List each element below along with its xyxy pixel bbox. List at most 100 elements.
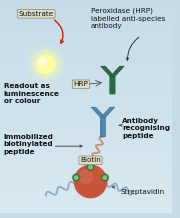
FancyBboxPatch shape (100, 117, 106, 137)
Polygon shape (101, 66, 115, 77)
Bar (0, 203, 172, 204)
Circle shape (39, 58, 47, 65)
Bar (0, 17, 172, 19)
Bar (0, 176, 172, 177)
Bar (0, 90, 172, 91)
Bar (0, 39, 172, 40)
Bar (0, 192, 172, 193)
Bar (0, 196, 172, 197)
Bar (0, 171, 172, 172)
Bar (0, 175, 172, 176)
Bar (0, 151, 172, 152)
Bar (0, 10, 172, 11)
Bar (0, 150, 172, 151)
Bar (0, 207, 172, 208)
Bar (0, 182, 172, 183)
Bar (0, 44, 172, 45)
Bar (0, 133, 172, 134)
Bar (0, 7, 172, 8)
Bar (0, 169, 172, 170)
Bar (0, 37, 172, 39)
Text: HRP: HRP (74, 81, 88, 87)
Bar (0, 29, 172, 30)
Bar (0, 190, 172, 191)
Bar (0, 134, 172, 135)
Bar (0, 152, 172, 153)
Bar (0, 89, 172, 90)
Polygon shape (91, 107, 105, 118)
Bar (0, 160, 172, 161)
Bar (0, 112, 172, 113)
Text: Substrate: Substrate (19, 11, 54, 17)
Bar (0, 6, 172, 7)
Bar (0, 148, 172, 149)
Bar (0, 147, 172, 148)
Bar (0, 142, 172, 143)
Bar (0, 161, 172, 162)
Bar (0, 143, 172, 144)
Bar (0, 85, 172, 86)
Bar (0, 66, 172, 67)
FancyArrowPatch shape (126, 37, 139, 60)
Bar (0, 83, 172, 84)
FancyArrowPatch shape (55, 20, 63, 43)
Bar (0, 189, 172, 190)
Circle shape (37, 56, 54, 73)
Bar (0, 87, 172, 88)
Bar (0, 157, 172, 158)
Bar (0, 26, 172, 27)
Bar (0, 202, 172, 203)
Bar (0, 65, 172, 66)
Bar (0, 22, 172, 23)
Bar (0, 108, 172, 109)
Bar (0, 198, 172, 199)
Bar (0, 178, 172, 179)
Bar (0, 123, 172, 124)
Bar (0, 68, 172, 69)
Bar (0, 47, 172, 48)
Bar (0, 79, 172, 80)
Bar (0, 204, 172, 205)
Bar (0, 78, 172, 79)
Bar (0, 82, 172, 83)
Bar (0, 15, 172, 16)
Bar (0, 126, 172, 127)
Circle shape (33, 52, 58, 77)
Bar (0, 63, 172, 64)
Bar (0, 33, 172, 34)
Bar (0, 54, 172, 55)
Bar (0, 43, 172, 44)
Bar (0, 104, 172, 105)
FancyArrowPatch shape (55, 145, 82, 147)
Bar (0, 145, 172, 146)
Polygon shape (101, 107, 115, 118)
Bar (0, 13, 172, 14)
Bar (0, 74, 172, 75)
Bar (0, 34, 172, 35)
Bar (0, 45, 172, 46)
Bar (0, 194, 172, 195)
Text: Immobilized
biotinylated
peptide: Immobilized biotinylated peptide (4, 134, 54, 155)
Bar (0, 36, 172, 37)
Bar (0, 124, 172, 125)
Bar (0, 97, 172, 98)
Bar (0, 137, 172, 138)
Bar (0, 102, 172, 103)
Bar (0, 185, 172, 186)
Bar (0, 188, 172, 189)
Bar (0, 103, 172, 104)
Bar (0, 127, 172, 128)
Bar (0, 156, 172, 157)
Bar (0, 27, 172, 28)
Bar (0, 144, 172, 145)
Bar (0, 205, 172, 206)
Bar (0, 60, 172, 61)
Bar (0, 24, 172, 25)
Bar (0, 174, 172, 175)
Bar (0, 64, 172, 65)
Bar (0, 130, 172, 131)
Bar (0, 23, 172, 24)
Bar (0, 195, 172, 196)
Bar (0, 30, 172, 31)
Bar (0, 120, 172, 121)
